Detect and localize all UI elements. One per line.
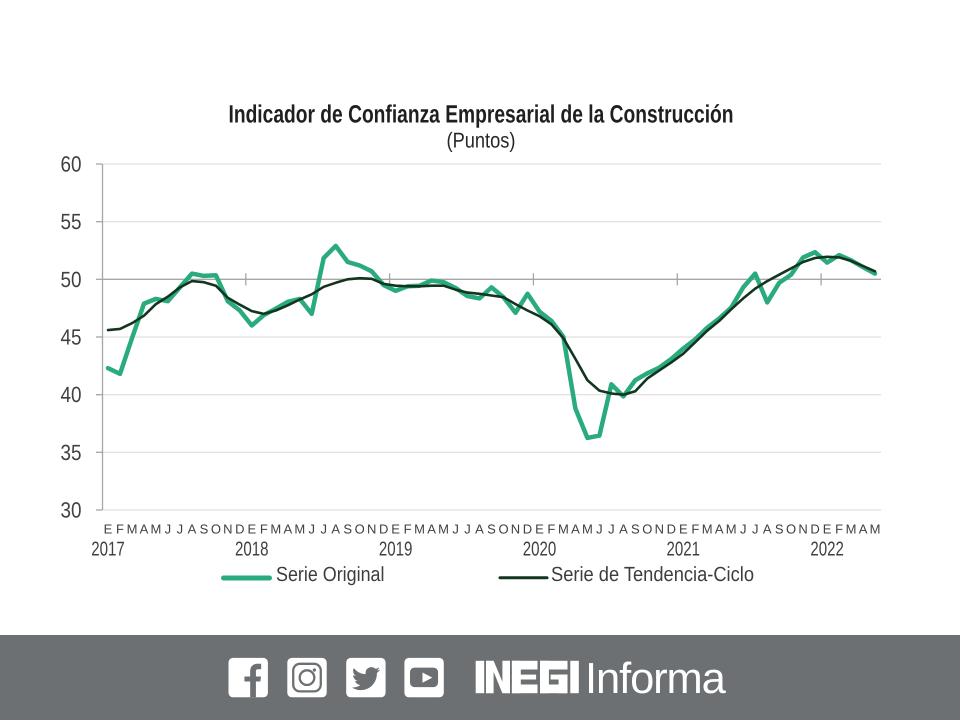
svg-text:F: F [404, 522, 412, 537]
svg-text:M: M [726, 522, 737, 537]
svg-text:E: E [823, 522, 832, 537]
svg-text:M: M [702, 522, 713, 537]
svg-text:M: M [127, 522, 138, 537]
svg-text:S: S [200, 522, 209, 537]
svg-text:D: D [667, 522, 676, 537]
svg-text:N: N [655, 522, 664, 537]
svg-text:45: 45 [61, 325, 82, 350]
svg-text:M: M [870, 522, 881, 537]
svg-text:2019: 2019 [379, 539, 413, 561]
svg-text:A: A [859, 522, 868, 537]
svg-text:A: A [715, 522, 724, 537]
svg-text:2020: 2020 [523, 539, 557, 561]
svg-text:55: 55 [61, 209, 82, 234]
svg-text:A: A [188, 522, 197, 537]
svg-text:J: J [165, 522, 172, 537]
svg-text:A: A [283, 522, 292, 537]
svg-text:J: J [464, 522, 471, 537]
svg-text:E: E [391, 522, 400, 537]
svg-text:E: E [104, 522, 113, 537]
svg-text:D: D [379, 522, 388, 537]
svg-text:O: O [786, 522, 796, 537]
svg-text:O: O [211, 522, 221, 537]
svg-text:A: A [619, 522, 628, 537]
svg-text:S: S [343, 522, 352, 537]
svg-text:M: M [558, 522, 569, 537]
svg-text:N: N [511, 522, 520, 537]
svg-text:N: N [223, 522, 232, 537]
svg-text:F: F [547, 522, 555, 537]
svg-text:40: 40 [61, 382, 82, 407]
svg-text:Indicador de Confianza Empresa: Indicador de Confianza Empresarial de la… [229, 101, 734, 129]
svg-text:J: J [452, 522, 459, 537]
svg-text:O: O [642, 522, 652, 537]
svg-text:50: 50 [61, 267, 82, 292]
svg-text:J: J [752, 522, 759, 537]
svg-text:J: J [608, 522, 615, 537]
svg-text:D: D [523, 522, 532, 537]
svg-text:F: F [835, 522, 843, 537]
svg-text:M: M [150, 522, 161, 537]
svg-text:Informa: Informa [585, 655, 727, 703]
svg-text:M: M [270, 522, 281, 537]
svg-text:S: S [631, 522, 640, 537]
svg-text:M: M [294, 522, 305, 537]
svg-text:F: F [116, 522, 124, 537]
svg-text:N: N [798, 522, 807, 537]
svg-text:M: M [438, 522, 449, 537]
svg-text:E: E [247, 522, 256, 537]
svg-text:A: A [763, 522, 772, 537]
svg-text:J: J [740, 522, 747, 537]
svg-text:M: M [846, 522, 857, 537]
svg-text:S: S [487, 522, 496, 537]
svg-text:M: M [582, 522, 593, 537]
svg-text:A: A [140, 522, 149, 537]
svg-text:F: F [691, 522, 699, 537]
svg-text:J: J [320, 522, 327, 537]
svg-text:J: J [177, 522, 184, 537]
svg-text:2022: 2022 [810, 539, 844, 561]
svg-text:Serie de Tendencia-Ciclo: Serie de Tendencia-Ciclo [551, 563, 754, 586]
svg-text:2021: 2021 [667, 539, 701, 561]
svg-text:35: 35 [61, 440, 82, 465]
svg-text:E: E [679, 522, 688, 537]
svg-text:(Puntos): (Puntos) [447, 129, 516, 153]
svg-text:A: A [427, 522, 436, 537]
svg-text:J: J [596, 522, 603, 537]
svg-text:D: D [810, 522, 819, 537]
svg-text:60: 60 [61, 152, 82, 177]
svg-text:O: O [355, 522, 365, 537]
svg-text:M: M [414, 522, 425, 537]
svg-text:E: E [535, 522, 544, 537]
svg-text:A: A [571, 522, 580, 537]
svg-text:2018: 2018 [235, 539, 269, 561]
svg-text:2017: 2017 [91, 539, 125, 561]
svg-text:J: J [308, 522, 315, 537]
svg-text:D: D [235, 522, 244, 537]
svg-text:Serie Original: Serie Original [276, 563, 385, 586]
svg-text:F: F [260, 522, 268, 537]
svg-text:A: A [331, 522, 340, 537]
svg-text:N: N [367, 522, 376, 537]
svg-text:30: 30 [61, 498, 82, 523]
svg-text:A: A [475, 522, 484, 537]
svg-text:S: S [775, 522, 784, 537]
svg-text:O: O [498, 522, 508, 537]
